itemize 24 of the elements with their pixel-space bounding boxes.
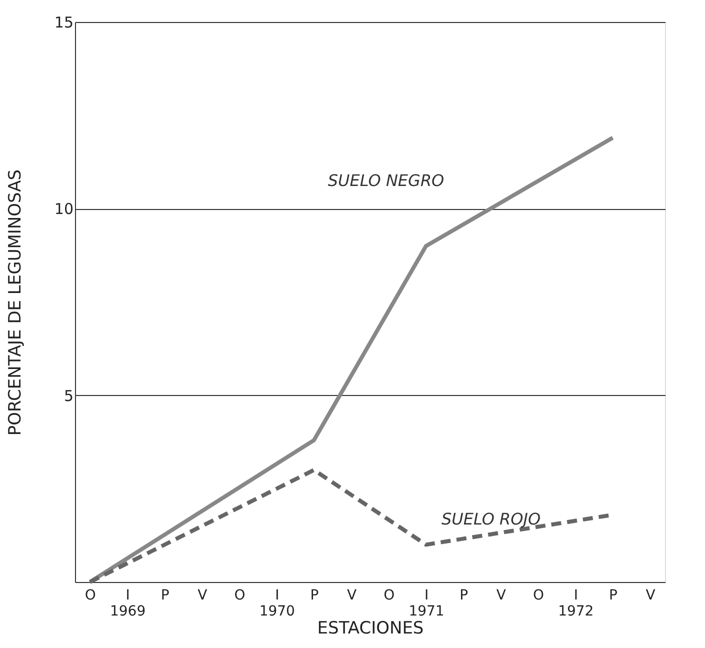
x-tick-label: O <box>533 588 544 604</box>
x-tick-label: P <box>160 588 170 604</box>
series-label: SUELO ROJO <box>441 510 541 529</box>
y-tick-label: 15 <box>54 14 74 32</box>
x-tick-label: P <box>310 588 319 604</box>
x-tick-label: I 1972 <box>558 588 594 620</box>
x-tick-label: I 1970 <box>259 588 295 620</box>
y-axis-title: PORCENTAJE DE LEGUMINOSAS <box>5 169 26 436</box>
x-axis-title: ESTACIONES <box>317 618 424 638</box>
x-tick-label: P <box>460 588 468 604</box>
y-tick-label: 5 <box>64 386 74 405</box>
x-tick-label: O <box>384 588 395 604</box>
x-tick-label: P <box>608 588 618 604</box>
x-tick-label: V <box>646 588 656 604</box>
x-tick-label: O <box>234 588 246 604</box>
x-tick-label: V <box>347 588 358 604</box>
y-tick-label: 10 <box>54 200 74 218</box>
x-tick-label: I 1969 <box>110 588 146 620</box>
x-tick-label: O <box>84 588 96 604</box>
x-tick-label: I 1971 <box>408 588 444 620</box>
text: SUELO NEGRO <box>328 171 444 190</box>
x-tick-label: V <box>198 588 208 604</box>
line-series <box>88 136 615 584</box>
x-tick-label: V <box>496 588 506 604</box>
